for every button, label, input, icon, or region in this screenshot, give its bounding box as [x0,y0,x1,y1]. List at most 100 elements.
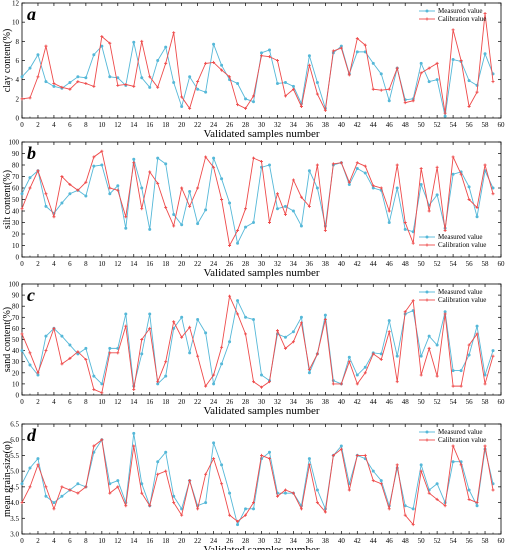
data-point-calibration [299,105,303,108]
data-point-measured [323,313,327,317]
data-point-measured [267,450,271,454]
data-point-calibration [180,186,184,190]
data-point-calibration [124,215,128,219]
data-point-measured [395,354,399,358]
x-tick-label: 14 [130,121,138,129]
data-point-calibration [355,161,359,165]
data-point-measured [419,183,423,187]
data-point-calibration [267,457,271,461]
y-tick-label: 70 [12,314,20,322]
data-point-measured [76,482,80,486]
data-point-measured [467,185,471,189]
x-tick-label: 22 [194,398,202,406]
x-tick-label: 10 [98,121,106,129]
x-tick-label: 38 [322,121,330,129]
series-line-calibration [21,438,494,526]
data-point-calibration [387,209,391,213]
data-point-calibration [395,380,399,384]
data-point-measured [451,58,455,62]
x-tick-label: 30 [258,121,266,129]
x-tick-label: 34 [290,398,298,406]
data-point-measured [371,469,375,473]
x-tick-label: 16 [146,537,154,545]
x-tick-label: 48 [402,121,410,129]
data-point-calibration [156,380,160,384]
data-point-measured [403,504,407,508]
data-point-calibration [339,46,343,50]
data-point-measured [148,85,152,89]
data-point-calibration [387,87,391,91]
legend-marker [425,430,429,434]
data-point-measured [92,53,96,57]
data-point-measured [84,346,88,350]
data-point-measured [267,48,271,52]
data-point-calibration [28,96,32,100]
x-tick-label: 34 [290,121,298,129]
legend-marker [425,17,429,21]
data-point-calibration [156,472,160,476]
data-point-measured [84,76,88,80]
x-tick-label: 52 [434,121,442,129]
data-point-calibration [228,244,232,247]
data-point-measured [204,331,208,335]
data-point-calibration [363,453,367,457]
data-point-calibration [475,332,479,336]
data-point-calibration [220,345,224,349]
panel-c: 0 2 4 6 8 10 12 14 16 18 20 22 24 26 28 30 32 34 36 38 40 42 4… [2,281,505,418]
x-tick-label: 48 [402,537,410,545]
x-tick-label: 34 [290,260,298,268]
x-tick-label: 0 [20,260,24,268]
data-point-calibration [459,59,463,62]
legend-marker [425,290,429,294]
data-point-calibration [443,229,447,233]
x-tick-label: 2 [36,537,40,545]
data-point-calibration [148,326,152,330]
data-point-measured [148,312,152,316]
legend-marker [425,438,429,442]
data-point-calibration [60,85,64,89]
data-point-calibration [164,61,168,65]
x-tick-label: 6 [68,537,72,545]
data-point-measured [260,51,263,55]
data-point-measured [156,59,160,62]
data-point-measured [435,343,439,347]
data-point-calibration [20,332,24,336]
data-point-calibration [435,165,439,169]
data-point-measured [236,82,240,85]
data-point-calibration [260,453,263,457]
y-tick-label: 4.0 [10,499,19,507]
data-point-measured [124,312,128,316]
x-tick-label: 12 [114,260,122,268]
x-tick-label: 36 [306,121,314,129]
data-point-calibration [371,352,375,356]
x-tick-label: 46 [386,398,394,406]
x-tick-label: 36 [306,260,314,268]
data-point-measured [427,80,431,84]
plot-frame [21,423,502,535]
data-point-calibration [100,438,104,442]
data-point-calibration [427,491,431,495]
data-point-calibration [156,181,160,185]
data-point-calibration [244,207,248,211]
data-point-calibration [28,485,32,489]
data-point-measured [387,319,391,323]
data-point-calibration [315,163,319,167]
x-tick-label: 54 [450,398,458,406]
x-tick-label: 44 [370,398,378,406]
legend-label: Measured value [438,233,483,241]
x-tick-label: 56 [466,398,474,406]
x-tick-label: 8 [84,537,88,545]
x-tick-label: 50 [418,260,426,268]
legend-label: Measured value [438,428,483,436]
data-point-measured [467,353,471,357]
data-point-calibration [355,382,359,386]
data-point-measured [44,204,48,208]
data-point-calibration [132,444,136,448]
data-point-measured [363,171,367,175]
data-point-measured [20,75,24,79]
series-line-measured [21,42,494,117]
data-point-calibration [283,488,287,492]
data-point-calibration [467,497,471,501]
y-tick-label: 3.0 [10,531,19,539]
